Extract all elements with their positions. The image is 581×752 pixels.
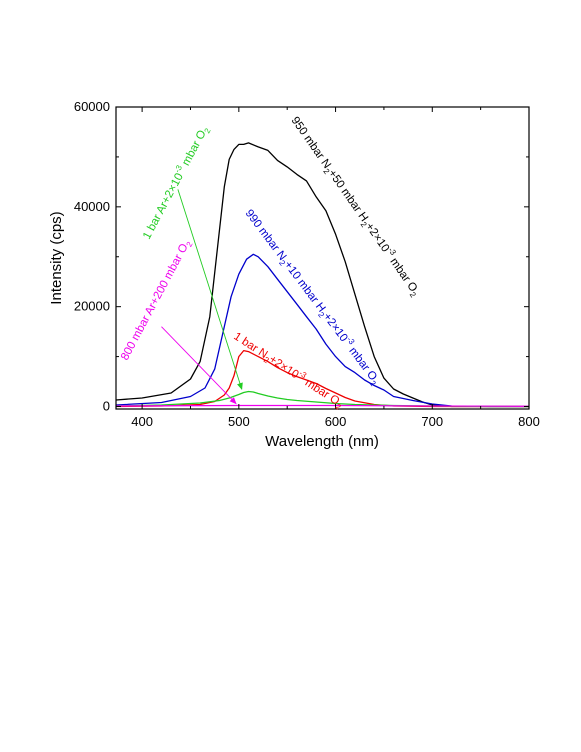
series-label-part: 990 mbar N xyxy=(243,208,289,263)
series-label-part: +10 mbar H xyxy=(281,259,327,314)
series-label-part: 2 xyxy=(321,167,331,176)
annotation-arrow-0 xyxy=(177,189,243,390)
series-label-part: 2 xyxy=(185,240,195,249)
y-tick-label: 60000 xyxy=(74,99,110,114)
series-label-3: 1 bar Ar+2×10-3​ mbar O2​ xyxy=(138,123,212,243)
y-tick-label: 20000 xyxy=(74,299,110,314)
annotation-arrow-1 xyxy=(161,326,237,405)
series-label-part: 2 xyxy=(368,379,378,388)
series-label-part: +50 mbar H xyxy=(326,168,370,224)
y-tick-label: 40000 xyxy=(74,199,110,214)
series-label-part: 2 xyxy=(359,220,369,229)
y-axis-title: Intensity (cps) xyxy=(48,211,65,304)
x-tick-label: 800 xyxy=(518,414,540,429)
x-axis-title: Wavelength (nm) xyxy=(265,433,379,450)
series-label-part: 2 xyxy=(262,355,271,365)
series-label-part: 1 bar Ar+2×10 xyxy=(141,171,186,241)
series-label-part: -3 xyxy=(345,335,357,347)
series-line-4 xyxy=(115,404,530,407)
x-tick-label: 400 xyxy=(131,414,153,429)
series-label-4: 800 mbar Ar+200 mbar O2​ xyxy=(119,237,195,363)
series-label-part: 1 bar N xyxy=(231,330,269,361)
series-label-part: mbar O xyxy=(179,128,209,170)
series-label-part: +2×10 xyxy=(267,353,301,381)
series-label-part: 950 mbar N xyxy=(289,115,333,171)
series-label-part: 2 xyxy=(277,259,287,268)
x-axis: 400 500 600 700 800 xyxy=(131,107,540,429)
y-tick-label: 0 xyxy=(103,399,110,414)
series-line-2 xyxy=(115,349,529,408)
x-tick-label: 700 xyxy=(421,414,443,429)
series-line-1 xyxy=(115,253,529,408)
series-label-part: mbar O xyxy=(386,253,420,294)
series-label-part: -3 xyxy=(386,246,398,257)
y-axis: 0 20000 40000 60000 xyxy=(74,99,529,414)
x-tick-label: 600 xyxy=(325,414,347,429)
series-label-part: 800 mbar Ar+200 mbar O xyxy=(119,242,191,363)
series-label-0: 950 mbar N2​+50 mbar H2​+2×10-3​ mbar O2… xyxy=(287,113,425,299)
series-line-0 xyxy=(115,142,529,408)
series-label-part: 2 xyxy=(316,310,326,319)
plot-frame xyxy=(115,106,530,410)
series-label-part: 2 xyxy=(203,126,213,135)
series-label-part: -3 xyxy=(173,163,185,174)
series-label-part: 2 xyxy=(334,402,343,412)
x-tick-label: 500 xyxy=(228,414,250,429)
series-label-part: 2 xyxy=(408,290,418,299)
series-label-part: -3 xyxy=(297,369,308,381)
